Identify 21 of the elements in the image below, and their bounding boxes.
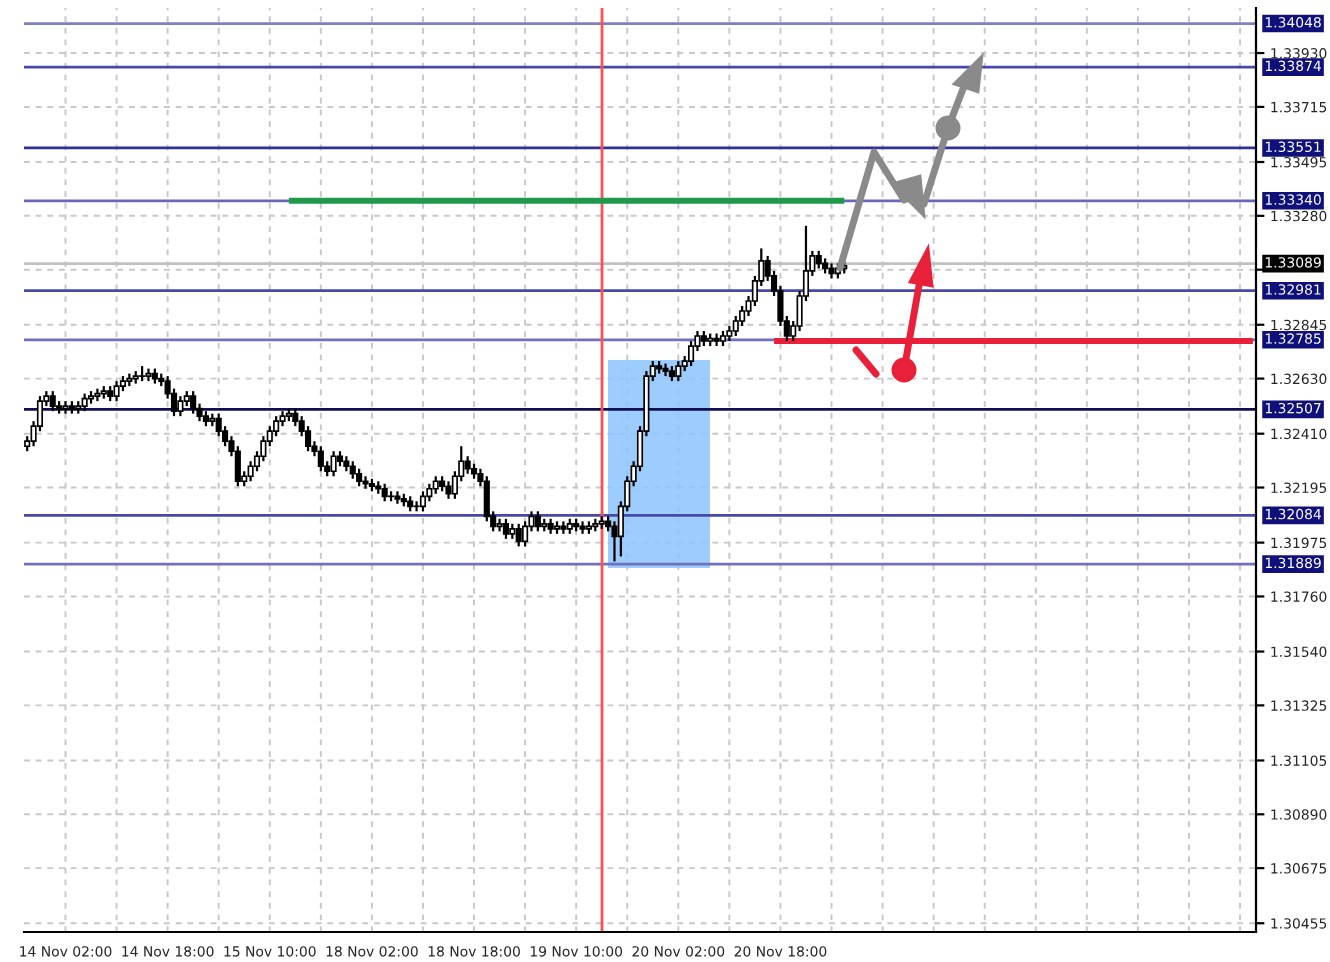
candlestick [413, 500, 420, 513]
candlestick [49, 390, 56, 413]
candlestick [113, 380, 120, 403]
candlestick [675, 359, 682, 383]
candlestick [317, 445, 324, 473]
candlestick [190, 390, 197, 415]
candlestick [273, 415, 280, 438]
candlestick [739, 304, 746, 328]
candlestick [483, 475, 490, 523]
candlestick [215, 412, 222, 438]
candlestick [62, 400, 69, 415]
candlestick [534, 510, 541, 533]
candlestick [515, 522, 522, 548]
candlestick [687, 339, 695, 368]
candlestick [560, 520, 567, 535]
candlestick [502, 517, 510, 540]
candlestick [177, 395, 184, 418]
candlestick [330, 450, 337, 478]
candlestick [419, 490, 427, 513]
candlestick [579, 520, 586, 535]
candlestick [732, 314, 739, 338]
